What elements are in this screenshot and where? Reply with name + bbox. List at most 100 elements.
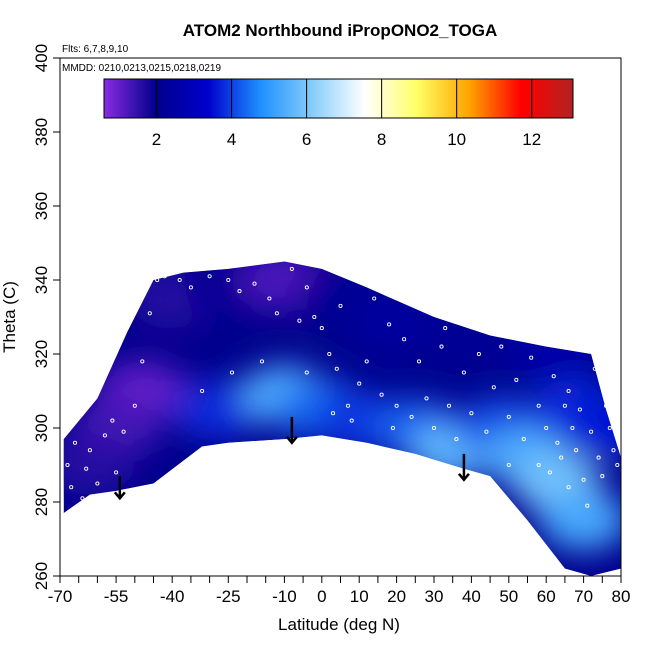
data-point xyxy=(577,407,582,412)
data-point xyxy=(439,344,444,349)
data-point xyxy=(267,296,272,301)
data-point xyxy=(95,481,100,486)
data-point xyxy=(147,311,152,316)
data-point xyxy=(289,266,294,271)
data-point xyxy=(521,437,526,442)
data-point xyxy=(91,507,96,512)
data-point xyxy=(80,496,85,501)
data-point xyxy=(229,370,235,375)
data-point xyxy=(372,296,377,301)
data-point xyxy=(499,344,504,349)
colorbar-gradient xyxy=(103,78,574,119)
data-point xyxy=(476,351,481,357)
flight-arrow xyxy=(457,453,470,482)
data-point xyxy=(390,425,395,431)
colorbar-tick-label: 12 xyxy=(522,130,541,149)
field-cell xyxy=(427,305,516,366)
data-point xyxy=(319,326,324,331)
data-point xyxy=(334,366,339,371)
data-point xyxy=(484,429,489,434)
x-tick-label: 80 xyxy=(612,587,631,606)
colorbar-tick-label: 6 xyxy=(302,130,311,149)
data-point xyxy=(547,470,552,475)
data-point xyxy=(237,289,242,294)
data-point xyxy=(297,318,302,323)
data-point xyxy=(394,403,399,408)
data-point xyxy=(132,403,137,408)
dates-annotation: MMDD: 0210,0213,0215,0218,0219 xyxy=(62,63,221,74)
data-point xyxy=(259,359,265,364)
data-point xyxy=(574,448,579,453)
data-point xyxy=(177,277,182,283)
data-point xyxy=(555,440,560,445)
data-point xyxy=(592,366,597,371)
data-point xyxy=(226,277,231,283)
data-point xyxy=(274,311,279,316)
data-point xyxy=(304,370,309,375)
data-point xyxy=(424,396,429,401)
heatmap-field xyxy=(63,261,621,576)
data-point xyxy=(402,337,407,342)
y-axis-label: Theta (C) xyxy=(0,281,19,353)
data-point xyxy=(312,314,317,320)
flight-arrows xyxy=(113,416,470,501)
data-point xyxy=(454,437,459,442)
y-tick-label: 320 xyxy=(32,340,51,368)
data-point xyxy=(155,277,160,283)
data-point xyxy=(207,274,212,279)
flight-arrow xyxy=(285,416,298,445)
y-tick-label: 280 xyxy=(32,488,51,516)
data-point xyxy=(514,377,519,382)
data-point xyxy=(506,414,511,419)
chart-title: ATOM2 Northbound iPropONO2_TOGA xyxy=(183,21,498,40)
x-tick-label: -25 xyxy=(216,587,241,606)
data-point xyxy=(615,462,620,468)
data-point xyxy=(469,411,474,416)
y-tick-label: 400 xyxy=(32,44,51,72)
data-point xyxy=(536,403,541,408)
field-cell xyxy=(558,398,621,458)
data-point xyxy=(461,370,466,375)
observation-points xyxy=(65,266,620,512)
data-point xyxy=(379,392,384,397)
data-point xyxy=(529,355,534,360)
data-point xyxy=(603,403,609,408)
data-point xyxy=(102,433,107,438)
y-tick-label: 260 xyxy=(32,562,51,590)
data-point xyxy=(581,477,586,482)
data-point xyxy=(188,285,193,290)
field-cell xyxy=(63,435,134,495)
x-tick-label: -40 xyxy=(160,587,185,606)
x-axis-label: Latitude (deg N) xyxy=(278,615,400,634)
data-point xyxy=(330,411,336,416)
flights-annotation: Flts: 6,7,8,9,10 xyxy=(62,44,129,55)
data-point xyxy=(559,455,564,460)
data-point xyxy=(570,425,575,431)
x-tick-label: 20 xyxy=(387,587,406,606)
data-point xyxy=(566,485,571,490)
data-point xyxy=(87,448,92,453)
data-point xyxy=(600,474,605,479)
data-point xyxy=(114,470,119,475)
x-tick-label: -55 xyxy=(104,587,129,606)
field-cell xyxy=(352,294,441,355)
data-point xyxy=(566,388,571,394)
data-point xyxy=(162,274,167,279)
data-point xyxy=(364,359,369,364)
data-point xyxy=(72,440,78,445)
data-point xyxy=(345,403,351,408)
data-point xyxy=(607,425,612,431)
x-tick-label: 70 xyxy=(574,587,593,606)
x-tick-label: 10 xyxy=(350,587,369,606)
data-point xyxy=(446,403,452,408)
colorbar-tick-label: 10 xyxy=(447,130,466,149)
data-point xyxy=(252,281,257,286)
data-point xyxy=(304,285,309,290)
x-tick-label: 50 xyxy=(499,587,518,606)
y-tick-label: 300 xyxy=(32,414,51,442)
data-point xyxy=(338,303,343,308)
colorbar: 2 4 6 8 10 12 xyxy=(103,78,574,149)
x-tick-label: 0 xyxy=(317,587,326,606)
